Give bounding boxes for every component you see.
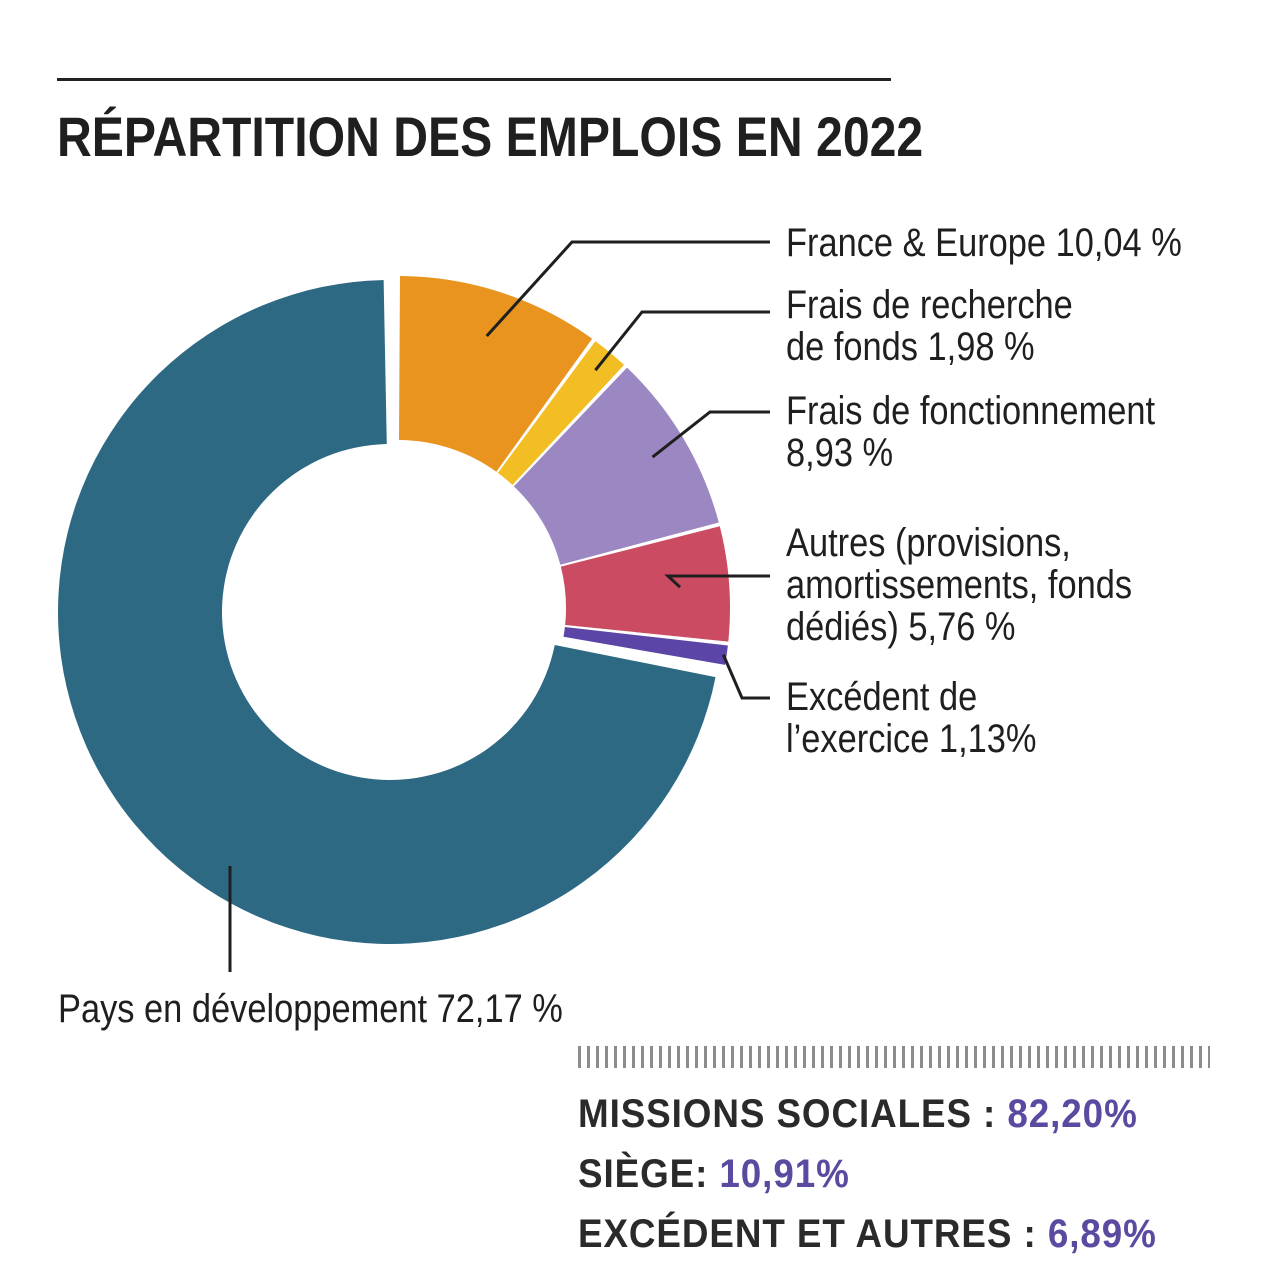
slice-label-line: 8,93 %	[786, 431, 894, 475]
leader-line	[485, 240, 770, 338]
summary-row-missions: MISSIONS SOCIALES : 82,20%	[578, 1084, 1157, 1144]
summary-row-excedent: EXCÉDENT ET AUTRES : 6,89%	[578, 1204, 1157, 1264]
summary-dotted-rule	[578, 1046, 1210, 1068]
leader-line	[651, 410, 770, 459]
slice-label: Excédent de l’exercice 1,13%	[786, 676, 1036, 760]
leader-line	[594, 310, 770, 372]
slice-label-line: Pays en développement 72,17 %	[58, 987, 563, 1031]
slice-label-line: Frais de fonctionnement	[786, 389, 1156, 433]
summary-value: 6,89%	[1047, 1212, 1157, 1256]
summary-value: 10,91%	[719, 1152, 850, 1196]
slice-label-line: amortissements, fonds	[786, 563, 1133, 607]
leader-line	[721, 654, 770, 700]
chart-title: RÉPARTITION DES EMPLOIS EN 2022	[57, 105, 924, 168]
slice-label-line: Autres (provisions,	[786, 521, 1071, 565]
slice-label-line: de fonds 1,98 %	[786, 325, 1035, 369]
summary-label: EXCÉDENT ET AUTRES :	[578, 1212, 1048, 1256]
slice-label: Frais de fonctionnement 8,93 %	[786, 390, 1155, 474]
donut-slice	[497, 341, 625, 485]
donut-slice	[513, 367, 719, 565]
donut-slice	[399, 276, 593, 472]
summary-label: SIÈGE:	[578, 1152, 720, 1196]
summary-row-siege: SIÈGE: 10,91%	[578, 1144, 1157, 1204]
donut-slice	[57, 280, 716, 945]
slice-label: Autres (provisions, amortissements, fonds…	[786, 522, 1132, 648]
slice-label: Pays en développement 72,17 %	[58, 988, 563, 1030]
slice-label-line: dédiés) 5,76 %	[786, 605, 1016, 649]
summary-block: MISSIONS SOCIALES : 82,20% SIÈGE: 10,91%…	[578, 1084, 1157, 1264]
slice-label-line: Frais de recherche	[786, 283, 1073, 327]
donut-slice	[563, 626, 728, 665]
leader-line	[664, 574, 770, 589]
slice-label-line: Excédent de	[786, 675, 978, 719]
summary-label: MISSIONS SOCIALES :	[578, 1092, 1008, 1136]
slice-label-line: l’exercice 1,13%	[786, 717, 1037, 761]
slice-label: France & Europe 10,04 %	[786, 222, 1182, 264]
title-top-rule	[57, 78, 891, 81]
slice-label: Frais de recherche de fonds 1,98 %	[786, 284, 1073, 368]
summary-value: 82,20%	[1007, 1092, 1138, 1136]
donut-slice	[560, 526, 730, 642]
slice-label-line: France & Europe 10,04 %	[786, 221, 1182, 265]
